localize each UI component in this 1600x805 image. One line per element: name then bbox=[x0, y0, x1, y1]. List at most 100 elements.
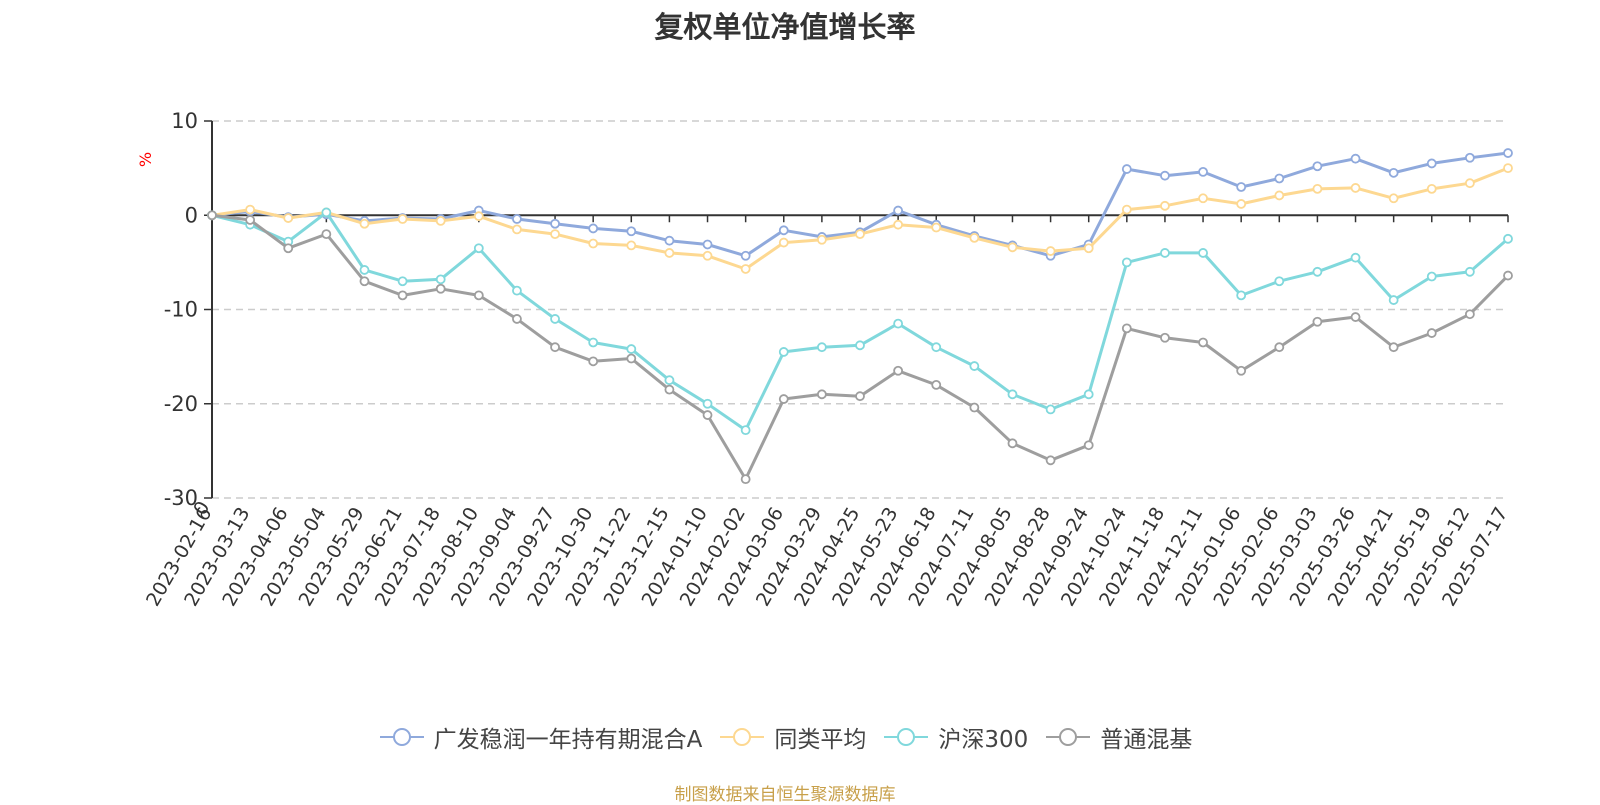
data-point[interactable] bbox=[702, 250, 713, 261]
data-point[interactable] bbox=[588, 356, 599, 367]
data-point[interactable] bbox=[816, 342, 827, 353]
data-point[interactable] bbox=[931, 342, 942, 353]
data-point[interactable] bbox=[893, 365, 904, 376]
data-point[interactable] bbox=[626, 240, 637, 251]
data-point[interactable] bbox=[397, 214, 408, 224]
data-point[interactable] bbox=[778, 347, 789, 357]
data-point[interactable] bbox=[397, 276, 408, 287]
data-point[interactable] bbox=[473, 290, 484, 301]
data-point[interactable] bbox=[1121, 204, 1132, 215]
data-point[interactable] bbox=[550, 229, 560, 240]
data-point[interactable] bbox=[855, 391, 865, 402]
data-point[interactable] bbox=[1388, 342, 1399, 353]
data-point[interactable] bbox=[969, 232, 980, 243]
data-point[interactable] bbox=[550, 342, 560, 353]
legend-item-1[interactable]: 同类平均 bbox=[718, 720, 866, 754]
data-point[interactable] bbox=[1312, 183, 1323, 194]
data-point[interactable] bbox=[1426, 328, 1437, 338]
data-point[interactable] bbox=[740, 425, 751, 436]
data-point[interactable] bbox=[855, 340, 865, 351]
data-point[interactable] bbox=[1198, 248, 1208, 258]
data-point[interactable] bbox=[1160, 200, 1170, 211]
data-point[interactable] bbox=[1312, 266, 1323, 277]
data-point[interactable] bbox=[512, 224, 522, 235]
data-point[interactable] bbox=[626, 344, 637, 354]
data-point[interactable] bbox=[1236, 199, 1247, 209]
data-point[interactable] bbox=[778, 394, 789, 404]
data-point[interactable] bbox=[245, 215, 256, 225]
legend-item-3[interactable]: 普通混基 bbox=[1044, 720, 1192, 754]
data-point[interactable] bbox=[1121, 323, 1132, 334]
data-point[interactable] bbox=[1503, 148, 1513, 158]
data-point[interactable] bbox=[740, 474, 751, 485]
data-point[interactable] bbox=[1503, 233, 1513, 244]
data-point[interactable] bbox=[1274, 276, 1285, 287]
data-point[interactable] bbox=[702, 398, 713, 409]
data-point[interactable] bbox=[550, 218, 560, 229]
data-point[interactable] bbox=[550, 314, 560, 324]
data-point[interactable] bbox=[664, 384, 675, 395]
data-point[interactable] bbox=[626, 353, 637, 364]
data-point[interactable] bbox=[435, 216, 446, 226]
data-point[interactable] bbox=[1083, 440, 1094, 451]
data-point[interactable] bbox=[626, 226, 637, 237]
data-point[interactable] bbox=[512, 314, 522, 324]
data-point[interactable] bbox=[816, 234, 827, 245]
data-point[interactable] bbox=[321, 207, 332, 218]
data-point[interactable] bbox=[778, 237, 789, 248]
data-point[interactable] bbox=[1464, 266, 1475, 277]
data-point[interactable] bbox=[1121, 164, 1132, 174]
data-point[interactable] bbox=[702, 410, 713, 420]
data-point[interactable] bbox=[893, 219, 904, 230]
data-point[interactable] bbox=[1121, 257, 1132, 268]
data-point[interactable] bbox=[740, 250, 751, 261]
data-point[interactable] bbox=[1198, 193, 1208, 204]
data-point[interactable] bbox=[435, 274, 446, 285]
data-point[interactable] bbox=[1007, 438, 1018, 449]
data-point[interactable] bbox=[931, 222, 942, 233]
data-point[interactable] bbox=[207, 210, 217, 221]
data-point[interactable] bbox=[435, 283, 446, 294]
data-point[interactable] bbox=[664, 248, 675, 258]
data-point[interactable] bbox=[1388, 295, 1399, 305]
data-point[interactable] bbox=[816, 389, 827, 400]
data-point[interactable] bbox=[1198, 337, 1208, 348]
data-point[interactable] bbox=[1045, 246, 1056, 256]
data-point[interactable] bbox=[588, 238, 599, 249]
data-point[interactable] bbox=[1007, 389, 1018, 400]
data-point[interactable] bbox=[283, 213, 294, 223]
data-point[interactable] bbox=[588, 337, 599, 348]
data-point[interactable] bbox=[1274, 190, 1285, 201]
data-point[interactable] bbox=[893, 205, 904, 216]
data-point[interactable] bbox=[1160, 248, 1170, 258]
data-point[interactable] bbox=[1045, 404, 1056, 415]
data-point[interactable] bbox=[359, 265, 370, 275]
data-point[interactable] bbox=[1274, 342, 1285, 353]
data-point[interactable] bbox=[1274, 173, 1285, 184]
data-point[interactable] bbox=[664, 375, 675, 386]
data-point[interactable] bbox=[1464, 152, 1475, 163]
data-point[interactable] bbox=[1198, 166, 1208, 177]
data-point[interactable] bbox=[1312, 316, 1323, 327]
data-point[interactable] bbox=[740, 264, 751, 274]
data-point[interactable] bbox=[969, 402, 980, 413]
data-point[interactable] bbox=[969, 361, 980, 371]
data-point[interactable] bbox=[1388, 167, 1399, 178]
data-point[interactable] bbox=[931, 379, 942, 390]
data-point[interactable] bbox=[1045, 455, 1056, 466]
data-point[interactable] bbox=[1236, 290, 1247, 301]
data-point[interactable] bbox=[1350, 183, 1361, 193]
data-point[interactable] bbox=[359, 218, 370, 229]
data-point[interactable] bbox=[245, 204, 256, 215]
data-point[interactable] bbox=[359, 276, 370, 287]
data-point[interactable] bbox=[702, 239, 713, 250]
data-point[interactable] bbox=[1350, 153, 1361, 164]
data-point[interactable] bbox=[1350, 312, 1361, 322]
data-point[interactable] bbox=[1160, 170, 1170, 181]
data-point[interactable] bbox=[1426, 183, 1437, 194]
data-point[interactable] bbox=[473, 211, 484, 222]
data-point[interactable] bbox=[1426, 158, 1437, 169]
data-point[interactable] bbox=[473, 243, 484, 254]
data-point[interactable] bbox=[1464, 309, 1475, 320]
data-point[interactable] bbox=[283, 243, 294, 254]
